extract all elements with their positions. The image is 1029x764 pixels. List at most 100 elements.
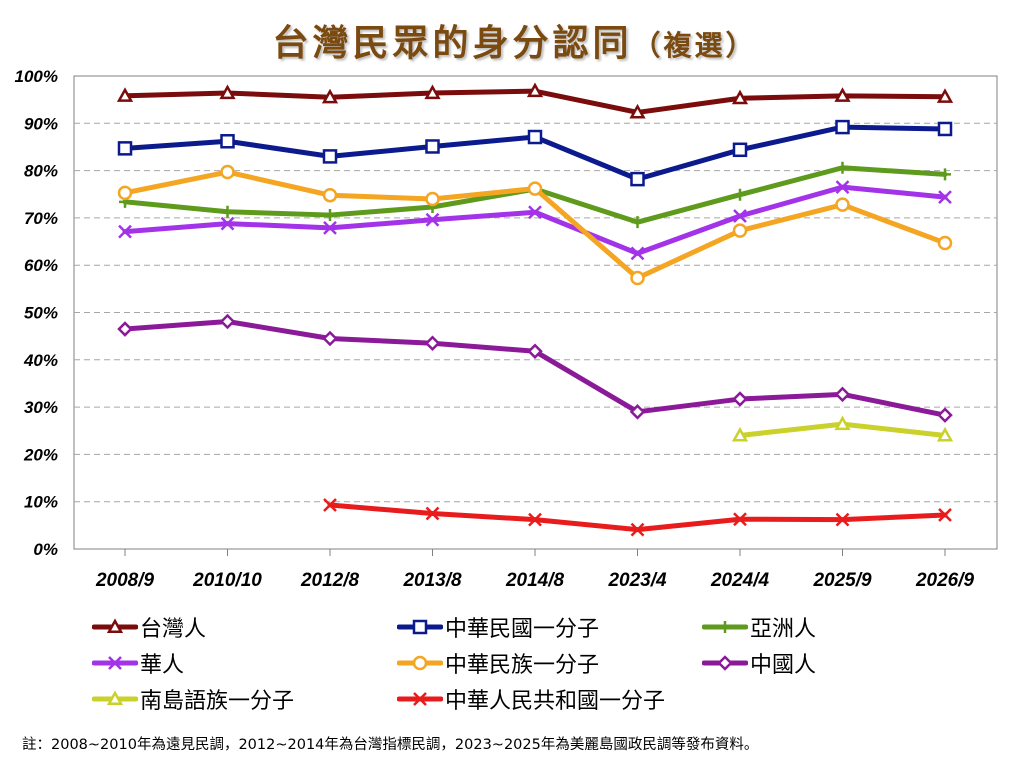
data-point <box>219 313 236 330</box>
data-point <box>117 185 133 201</box>
data-point <box>527 343 543 360</box>
data-point <box>834 415 851 431</box>
data-point <box>630 171 645 187</box>
legend-item: 華人 <box>92 646 184 680</box>
data-point <box>424 84 441 100</box>
data-point <box>835 119 850 135</box>
legend-item: 中華民族一分子 <box>397 646 599 680</box>
y-tick-label: 60% <box>24 256 58 275</box>
legend-swatch-marker <box>106 690 124 706</box>
legend-swatch-marker <box>717 655 733 671</box>
data-point <box>631 216 644 229</box>
legend-swatch-marker <box>412 619 428 635</box>
legend-item: 中華民國一分子 <box>397 610 599 644</box>
data-point <box>834 87 851 102</box>
y-tick-label: 30% <box>24 398 58 417</box>
data-point <box>732 142 748 158</box>
data-point <box>219 84 236 100</box>
data-point <box>629 103 646 119</box>
data-point <box>937 121 953 137</box>
data-point <box>526 82 544 98</box>
y-tick-label: 90% <box>24 114 58 133</box>
x-tick-label: 2008/9 <box>95 570 155 591</box>
legend-swatch <box>92 690 138 706</box>
data-point <box>528 205 542 220</box>
data-point <box>731 426 749 442</box>
x-tick-label: 2013/8 <box>402 570 462 591</box>
legend-item: 南島語族一分子 <box>92 682 294 716</box>
footnote: 註：2008~2010年為遠見民調，2012~2014年為台灣指標民調，2023… <box>22 737 759 753</box>
series-4 <box>117 164 953 286</box>
legend-swatch <box>702 655 748 671</box>
x-tick-label: 2026/9 <box>915 570 975 591</box>
legend: 台灣人 中華民國一分子 亞洲人華人 中華民族一分子 中國人南島語族一分子 中華人民共和國一… <box>92 608 952 728</box>
x-tick-label: 2025/9 <box>812 570 872 591</box>
legend-swatch <box>92 618 138 634</box>
y-tick-label: 70% <box>24 209 58 228</box>
data-point <box>835 180 850 195</box>
legend-label: 南島語族一分子 <box>140 689 295 714</box>
gridlines <box>74 122 997 503</box>
legend-swatch-marker <box>413 692 427 706</box>
data-point <box>321 88 339 104</box>
series-1 <box>117 119 953 187</box>
data-point <box>835 512 850 527</box>
data-point <box>117 321 133 337</box>
data-point <box>937 407 953 423</box>
data-point <box>630 522 645 537</box>
data-point <box>324 209 336 222</box>
data-point <box>527 181 543 196</box>
y-tick-label: 10% <box>24 493 58 512</box>
data-point <box>322 330 338 347</box>
series-5 <box>117 313 953 423</box>
legend-swatch <box>397 692 443 706</box>
chart-title: 台灣民眾的身分認同（複選） <box>0 14 1029 66</box>
legend-label: 台灣人 <box>140 617 207 642</box>
data-point <box>938 190 952 204</box>
data-point <box>936 88 954 103</box>
x-tick-label: 2010/10 <box>192 570 262 591</box>
data-point <box>117 141 133 156</box>
y-tick-label: 20% <box>23 445 58 464</box>
data-point <box>733 209 747 223</box>
legend-label: 中國人 <box>750 653 817 678</box>
data-point <box>220 164 235 180</box>
x-tick-label: 2023/4 <box>607 570 667 591</box>
data-point <box>220 216 235 231</box>
legend-item: 台灣人 <box>92 610 206 644</box>
legend-swatch-marker <box>108 656 122 670</box>
y-tick-label: 0% <box>33 540 58 559</box>
legend-label: 華人 <box>140 653 185 678</box>
x-tick-label: 2014/8 <box>505 570 565 591</box>
data-point <box>424 335 441 352</box>
legend-swatch <box>397 619 443 635</box>
data-point <box>527 129 543 145</box>
y-tick-label: 100% <box>15 67 58 86</box>
data-point <box>425 139 440 154</box>
legend-swatch <box>702 621 748 633</box>
legend-swatch <box>397 655 443 671</box>
data-point <box>425 506 440 521</box>
y-tick-label: 80% <box>24 162 58 181</box>
data-point <box>731 89 749 105</box>
data-point <box>425 191 440 207</box>
legend-item: 中華人民共和國一分子 <box>397 682 665 716</box>
data-point <box>322 149 338 164</box>
legend-label: 中華人民共和國一分子 <box>445 689 666 714</box>
data-point <box>835 197 850 212</box>
data-point <box>221 205 234 218</box>
data-point <box>732 391 748 407</box>
data-point <box>732 223 748 238</box>
legend-swatch-marker <box>412 655 428 671</box>
legend-item: 亞洲人 <box>702 610 816 644</box>
legend-swatch-marker <box>106 618 124 634</box>
x-tick-label: 2012/8 <box>300 570 360 591</box>
data-point <box>220 134 235 149</box>
data-point <box>116 87 134 102</box>
data-point <box>938 508 952 522</box>
y-tick-label: 40% <box>23 351 58 370</box>
legend-label: 中華民族一分子 <box>445 653 600 678</box>
legend-label: 中華民國一分子 <box>445 617 600 642</box>
data-point <box>630 246 645 261</box>
